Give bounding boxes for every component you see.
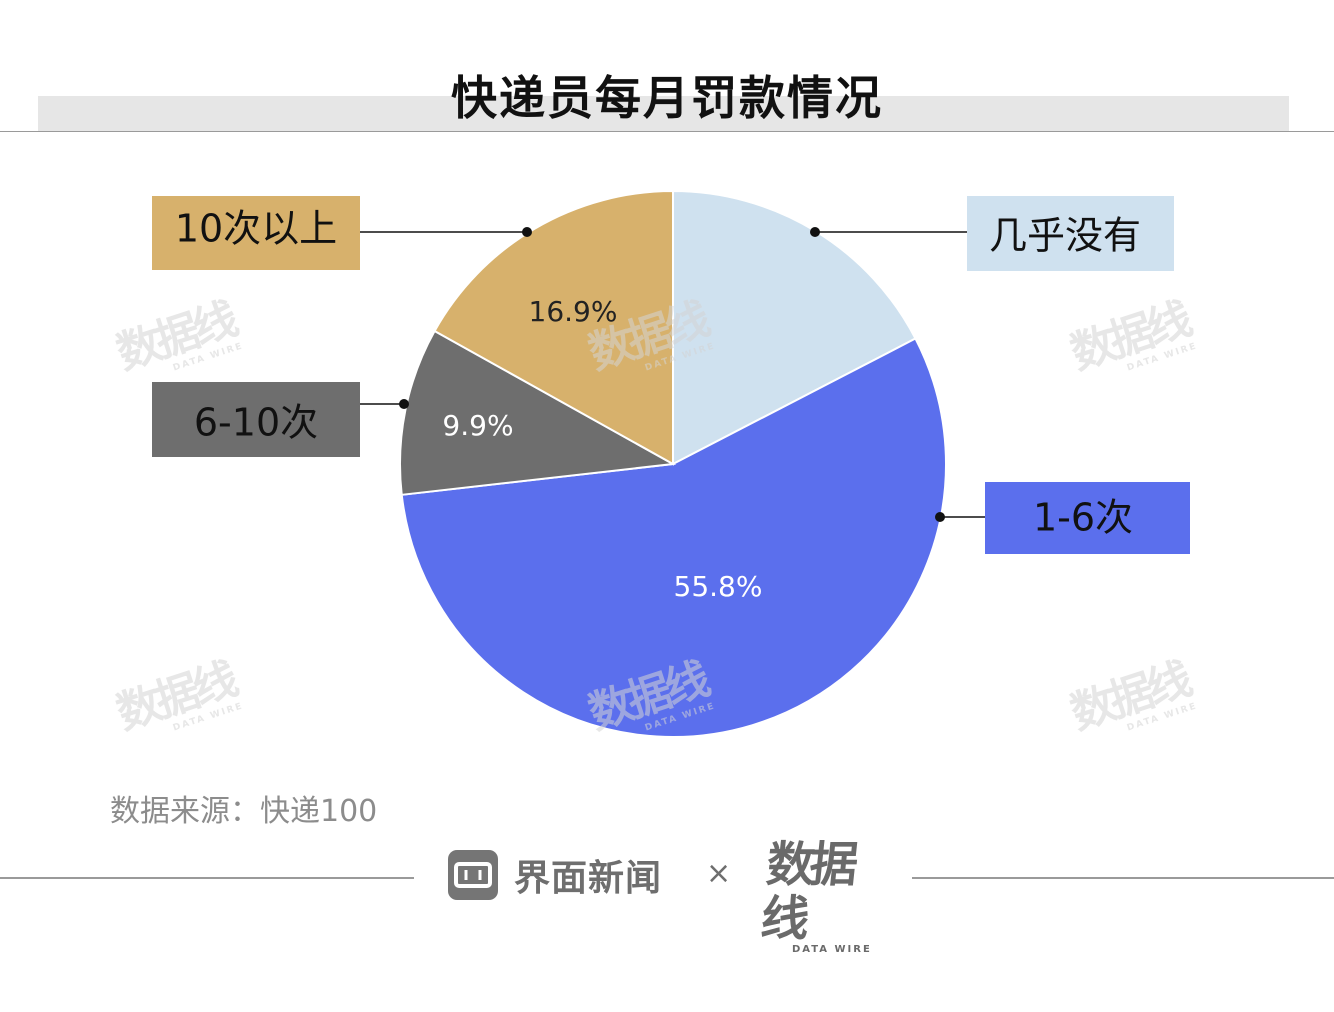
slice-percent-label: 16.9% bbox=[529, 295, 618, 328]
footer-brand: 界面新闻 bbox=[448, 848, 662, 902]
pie-slice bbox=[399, 329, 677, 496]
legend-label: 10次以上 bbox=[175, 207, 337, 251]
slice-percent-label: 9.9% bbox=[442, 409, 513, 442]
legend-box bbox=[152, 196, 360, 270]
title-rule bbox=[0, 131, 1334, 132]
footer-divider-left bbox=[0, 877, 414, 879]
data-source-note: 数据来源：快递100 bbox=[110, 794, 378, 829]
footer-brand-name: 界面新闻 bbox=[514, 858, 663, 899]
footer-divider-right bbox=[912, 877, 1334, 879]
footer-times-sign: × bbox=[706, 856, 732, 891]
datawire-logo-text: 数据线 bbox=[758, 837, 856, 947]
jiemian-logo-icon bbox=[448, 850, 498, 900]
datawire-logo-subtext: DATA WIRE bbox=[792, 944, 872, 955]
datawire-logo: 数据线 DATA WIRE bbox=[758, 837, 889, 955]
callout-dot bbox=[399, 399, 409, 409]
legend-label: 几乎没有 bbox=[989, 214, 1141, 258]
legend-box bbox=[967, 196, 1174, 271]
callout-dot bbox=[522, 227, 532, 237]
pie-slice bbox=[400, 337, 947, 738]
chart-title: 快递员每月罚款情况 bbox=[451, 71, 883, 125]
callout-dot bbox=[935, 512, 945, 522]
title-band bbox=[38, 96, 1289, 132]
pie-slice bbox=[433, 189, 674, 466]
legend-box bbox=[985, 482, 1190, 554]
slice-percent-label: 55.8% bbox=[674, 570, 763, 603]
legend-label: 6-10次 bbox=[194, 401, 318, 445]
callout-dot bbox=[810, 227, 820, 237]
legend-box bbox=[152, 382, 360, 457]
legend-label: 1-6次 bbox=[1033, 496, 1133, 540]
